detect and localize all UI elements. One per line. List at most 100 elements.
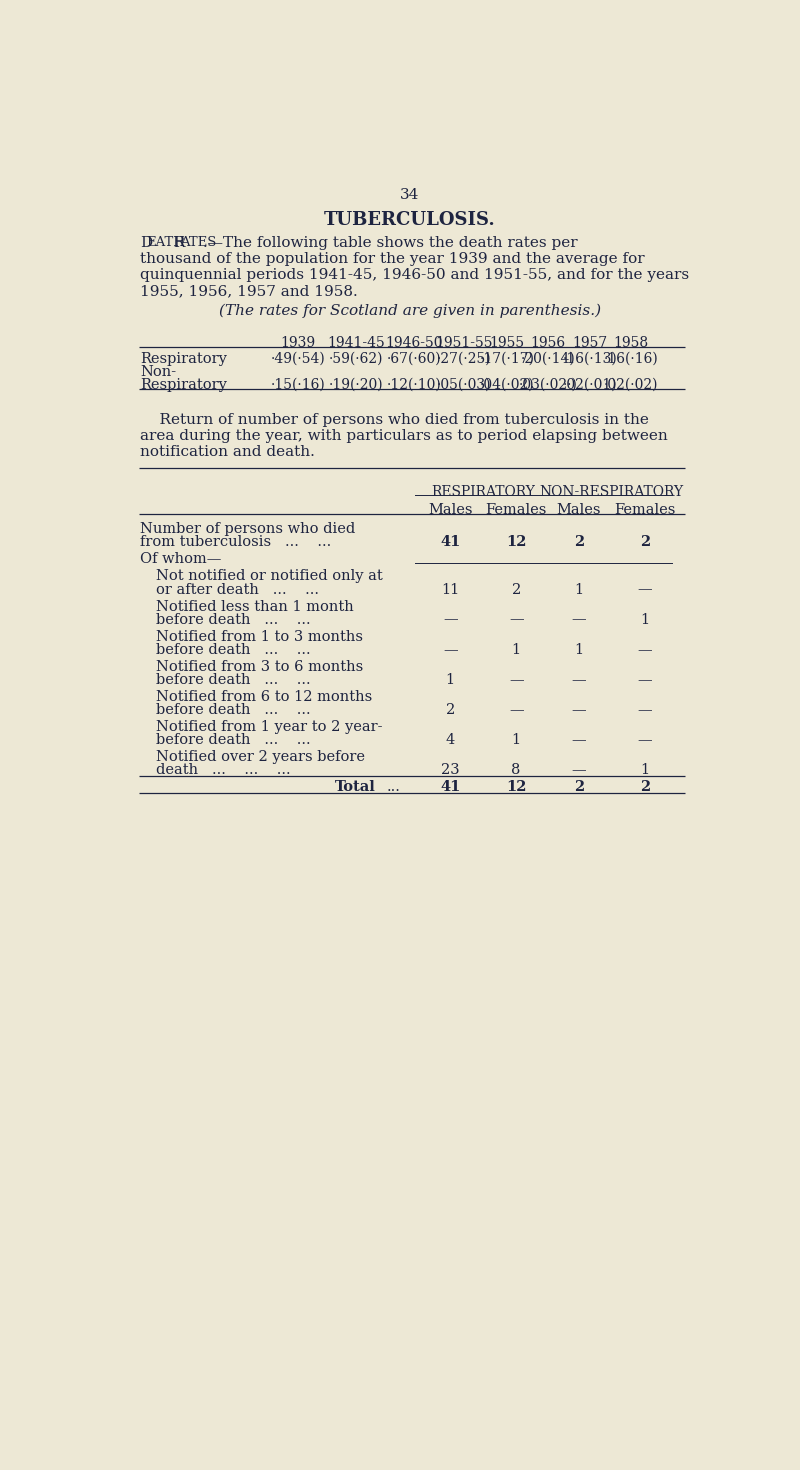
Text: notification and death.: notification and death. [140,445,315,459]
Text: —: — [572,703,586,717]
Text: from tuberculosis   ...    ...: from tuberculosis ... ... [140,535,331,548]
Text: 2: 2 [574,535,584,548]
Text: 1: 1 [512,642,521,657]
Text: ·02(·02): ·02(·02) [604,378,658,392]
Text: before death   ...    ...: before death ... ... [156,642,310,657]
Text: 41: 41 [440,779,461,794]
Text: —: — [572,732,586,747]
Text: Not notified or notified only at: Not notified or notified only at [156,569,382,584]
Text: Females: Females [486,503,547,517]
Text: —: — [638,642,652,657]
Text: ·03(·02·): ·03(·02·) [518,378,578,392]
Text: —: — [638,582,652,597]
Text: ·67(·60): ·67(·60) [386,351,441,366]
Text: —: — [509,673,523,686]
Text: 34: 34 [400,188,420,201]
Text: TUBERCULOSIS.: TUBERCULOSIS. [324,212,496,229]
Text: ·20(·14): ·20(·14) [521,351,575,366]
Text: Number of persons who died: Number of persons who died [140,522,355,535]
Text: 2: 2 [446,703,455,717]
Text: —: — [443,613,458,626]
Text: ·15(·16): ·15(·16) [270,378,325,392]
Text: Respiratory: Respiratory [140,351,227,366]
Text: ·17(·17): ·17(·17) [479,351,534,366]
Text: 8: 8 [511,763,521,776]
Text: Notified from 1 to 3 months: Notified from 1 to 3 months [156,629,363,644]
Text: thousand of the population for the year 1939 and the average for: thousand of the population for the year … [140,253,645,266]
Text: Males: Males [557,503,602,517]
Text: before death   ...    ...: before death ... ... [156,732,310,747]
Text: —: — [572,673,586,686]
Text: .—The following table shows the death rates per: .—The following table shows the death ra… [203,237,578,250]
Text: before death   ...    ...: before death ... ... [156,613,310,626]
Text: Total: Total [335,779,376,794]
Text: 1939: 1939 [280,337,315,350]
Text: Return of number of persons who died from tuberculosis in the: Return of number of persons who died fro… [140,413,649,428]
Text: —: — [638,732,652,747]
Text: 12: 12 [506,535,526,548]
Text: 12: 12 [506,779,526,794]
Text: D: D [140,237,153,250]
Text: ...: ... [386,779,401,794]
Text: 1956: 1956 [530,337,566,350]
Text: (The rates for Scotland are given in parenthesis.): (The rates for Scotland are given in par… [219,304,601,318]
Text: 1: 1 [574,642,583,657]
Text: 1957: 1957 [572,337,607,350]
Text: Notified from 6 to 12 months: Notified from 6 to 12 months [156,689,372,704]
Text: ·59(·62): ·59(·62) [329,351,383,366]
Text: 41: 41 [440,535,461,548]
Text: Females: Females [614,503,675,517]
Text: 1: 1 [640,763,650,776]
Text: 1: 1 [512,732,521,747]
Text: —: — [638,673,652,686]
Text: 1955: 1955 [490,337,525,350]
Text: ·02(·01): ·02(·01) [562,378,617,392]
Text: ·16(·16): ·16(·16) [603,351,658,366]
Text: or after death   ...    ...: or after death ... ... [156,582,318,597]
Text: Non-: Non- [140,366,177,379]
Text: ·16(·13): ·16(·13) [562,351,617,366]
Text: before death   ...    ...: before death ... ... [156,703,310,717]
Text: Respiratory: Respiratory [140,378,227,392]
Text: Notified less than 1 month: Notified less than 1 month [156,600,354,613]
Text: 1: 1 [574,582,583,597]
Text: ·49(·54): ·49(·54) [270,351,325,366]
Text: 1: 1 [446,673,455,686]
Text: Notified from 3 to 6 months: Notified from 3 to 6 months [156,660,363,673]
Text: 2: 2 [640,779,650,794]
Text: quinquennial periods 1941-45, 1946-50 and 1951-55, and for the years: quinquennial periods 1941-45, 1946-50 an… [140,268,690,282]
Text: 1958: 1958 [614,337,649,350]
Text: ·27(·25): ·27(·25) [437,351,491,366]
Text: —: — [638,703,652,717]
Text: Notified from 1 year to 2 year-: Notified from 1 year to 2 year- [156,720,382,734]
Text: EATH: EATH [146,237,186,250]
Text: RESPIRATORY: RESPIRATORY [431,485,535,498]
Text: 1941-45: 1941-45 [327,337,385,350]
Text: 2: 2 [640,535,650,548]
Text: 1951-55: 1951-55 [435,337,493,350]
Text: —: — [572,763,586,776]
Text: 2: 2 [574,779,584,794]
Text: R: R [169,237,186,250]
Text: 2: 2 [511,582,521,597]
Text: 1: 1 [640,613,650,626]
Text: death   ...    ...    ...: death ... ... ... [156,763,290,776]
Text: —: — [572,613,586,626]
Text: ·12(·10): ·12(·10) [386,378,442,392]
Text: ATES: ATES [180,237,216,250]
Text: ·04(·02): ·04(·02) [479,378,534,392]
Text: 11: 11 [441,582,459,597]
Text: area during the year, with particulars as to period elapsing between: area during the year, with particulars a… [140,429,668,442]
Text: —: — [509,613,523,626]
Text: —: — [509,703,523,717]
Text: Males: Males [428,503,473,517]
Text: NON-RESPIRATORY: NON-RESPIRATORY [540,485,684,498]
Text: Notified over 2 years before: Notified over 2 years before [156,750,365,764]
Text: 23: 23 [441,763,460,776]
Text: 4: 4 [446,732,455,747]
Text: ·19(·20): ·19(·20) [329,378,383,392]
Text: ·05(·03): ·05(·03) [437,378,491,392]
Text: 1955, 1956, 1957 and 1958.: 1955, 1956, 1957 and 1958. [140,284,358,298]
Text: —: — [443,642,458,657]
Text: 1946-50: 1946-50 [385,337,442,350]
